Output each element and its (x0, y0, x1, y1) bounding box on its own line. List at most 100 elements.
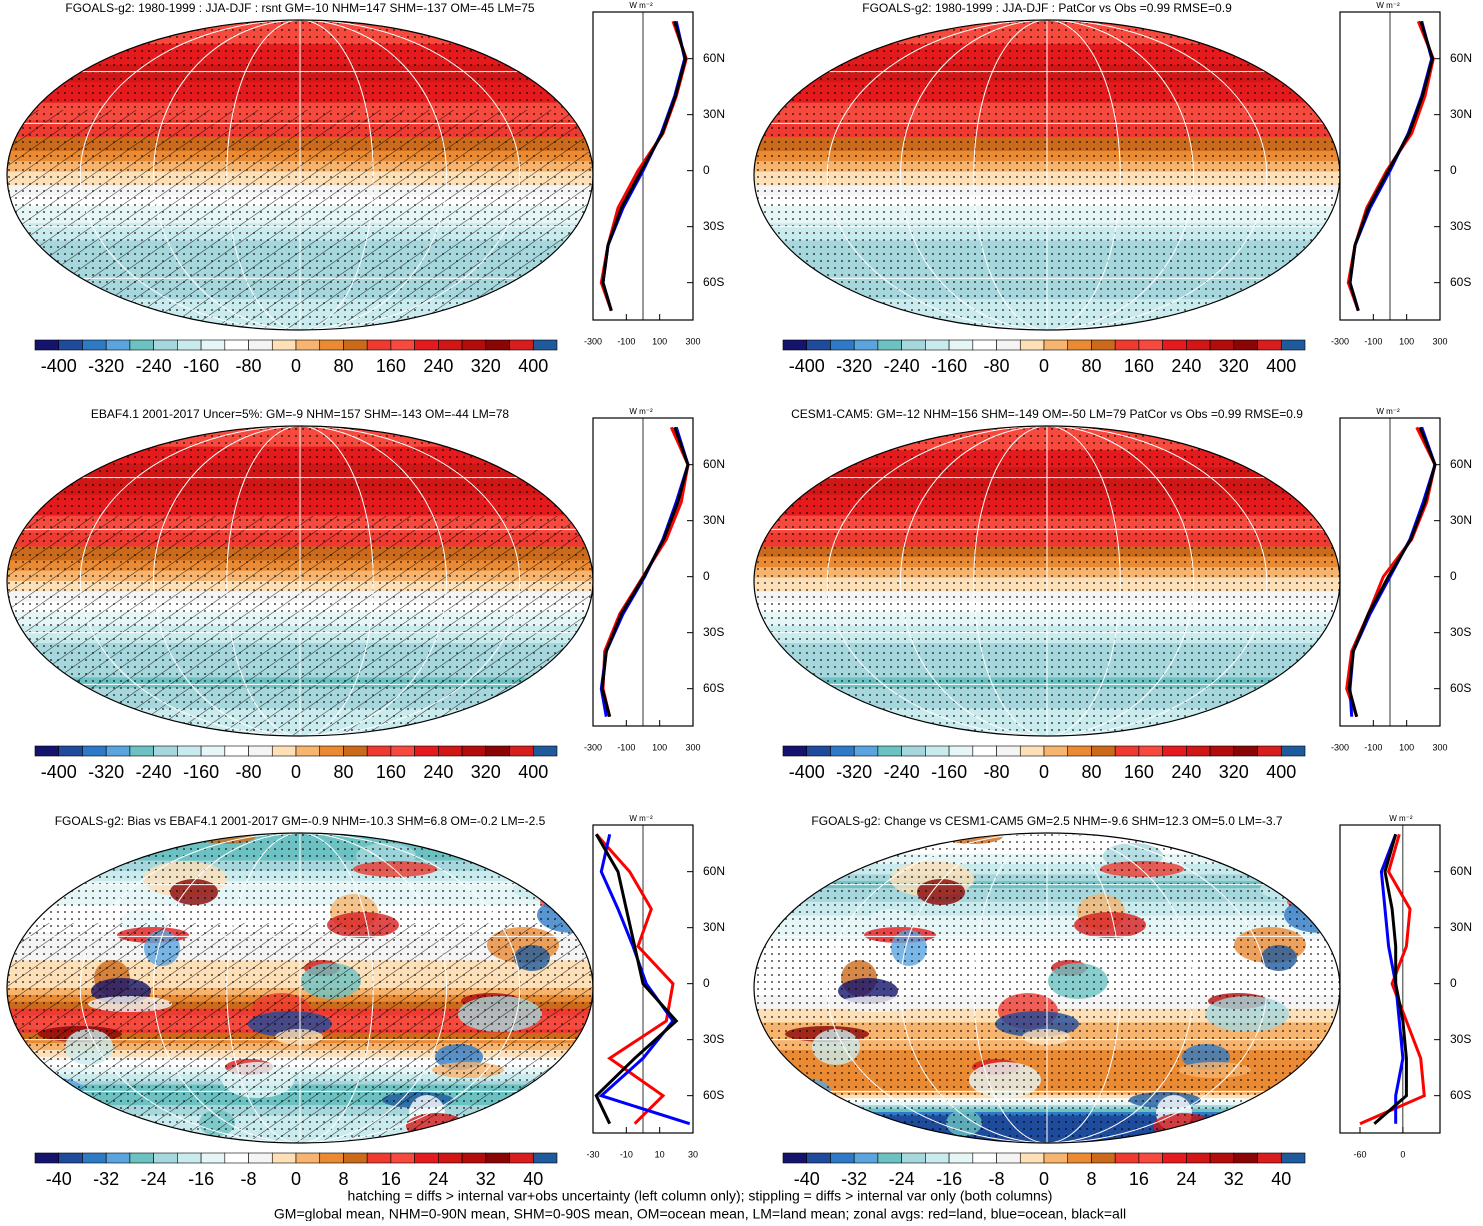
colorbar-box (82, 745, 107, 757)
x-tick-label: -30 (586, 1149, 599, 1159)
units-label: W m⁻² (1376, 1, 1400, 10)
y-tick-label: 30S (1450, 1032, 1471, 1046)
colorbar-label: -80 (984, 356, 1010, 376)
meridian (226, 833, 374, 1143)
x-tick-label: -100 (1364, 742, 1382, 752)
colorbar-box (177, 1152, 202, 1164)
map (7, 426, 593, 736)
colorbar-label: 16 (1129, 1169, 1149, 1189)
colorbar-label: 80 (1081, 762, 1101, 782)
colorbar-label: 0 (291, 762, 301, 782)
colorbar-box (343, 745, 368, 757)
colorbar-box (877, 745, 902, 757)
y-tick-label: 30S (703, 219, 724, 233)
colorbar-box (271, 339, 297, 351)
y-tick-label: 60S (1450, 1088, 1471, 1102)
meridian (153, 833, 447, 1143)
y-tick-label: 60N (1450, 457, 1472, 471)
colorbar-box (485, 745, 510, 757)
x-tick-label: 300 (1432, 336, 1447, 346)
colorbar-box (1280, 745, 1306, 757)
colorbar-label: -32 (841, 1169, 867, 1189)
x-tick-label: 10 (655, 1149, 665, 1159)
zonal-line (1347, 426, 1437, 718)
x-tick-label: -300 (1331, 742, 1349, 752)
colorbar-box (901, 745, 926, 757)
colorbar-box (153, 339, 178, 351)
colorbar-label: 400 (1266, 762, 1296, 782)
meridian (900, 426, 1194, 736)
meridian (226, 426, 374, 736)
map (754, 426, 1340, 736)
map-anomaly (754, 833, 793, 864)
colorbar-box (1280, 1152, 1306, 1164)
colorbar-box (390, 339, 415, 351)
colorbar-box (1162, 339, 1187, 351)
colorbar-label: -320 (88, 356, 124, 376)
colorbar-box (366, 1152, 392, 1164)
colorbar-box (271, 1152, 297, 1164)
colorbar-box (343, 339, 368, 351)
meridian (153, 426, 447, 736)
meridian (826, 833, 1268, 1143)
colorbar-box (1019, 339, 1045, 351)
colorbar-box (1209, 339, 1235, 351)
y-tick-label: 0 (1450, 569, 1457, 583)
colorbar-box (177, 339, 202, 351)
y-tick-label: 0 (1450, 163, 1457, 177)
colorbar-box (295, 339, 321, 351)
colorbar-label: 160 (376, 356, 406, 376)
colorbar-label: 320 (1219, 356, 1249, 376)
map-anomaly (7, 833, 46, 864)
colorbar-box (129, 1152, 154, 1164)
colorbar-box (853, 745, 879, 757)
colorbar-label: -8 (241, 1169, 257, 1189)
colorbar-box (248, 339, 273, 351)
colorbar-label: -32 (93, 1169, 119, 1189)
colorbar-box (1138, 745, 1163, 757)
colorbar-box (972, 745, 997, 757)
colorbar-label: 240 (1171, 356, 1201, 376)
colorbar-box (82, 339, 107, 351)
colorbar-label: -400 (789, 762, 825, 782)
colorbar-box (782, 1152, 808, 1164)
colorbar-box (58, 1152, 83, 1164)
colorbar-box (319, 745, 344, 757)
colorbar-label: 400 (518, 762, 548, 782)
colorbar-label: 80 (333, 356, 353, 376)
x-tick-label: -100 (617, 336, 635, 346)
colorbar-label: -320 (88, 762, 124, 782)
colorbar-box (105, 339, 131, 351)
colorbar-box (532, 339, 558, 351)
y-tick-label: 30N (703, 107, 725, 121)
units-label: W m⁻² (629, 814, 653, 823)
x-tick-label: -300 (584, 336, 602, 346)
zonal-line (595, 833, 675, 1125)
colorbar-box (948, 1152, 974, 1164)
colorbar-box (343, 1152, 368, 1164)
colorbar-label: -160 (931, 762, 967, 782)
colorbar-label: -80 (236, 356, 262, 376)
meridian (226, 20, 374, 330)
colorbar-box (438, 339, 463, 351)
colorbar-box (782, 339, 808, 351)
colorbar-label: 80 (333, 762, 353, 782)
x-tick-label: -60 (1353, 1149, 1366, 1159)
y-tick-label: 60N (703, 864, 725, 878)
map (7, 833, 593, 1143)
colorbar-box (438, 745, 463, 757)
colorbar-box (806, 745, 831, 757)
colorbar-box (853, 1152, 879, 1164)
colorbar-box (1091, 339, 1116, 351)
colorbar-box (153, 745, 178, 757)
footer-note: GM=global mean, NHM=0-90N mean, SHM=0-90… (274, 1206, 1126, 1221)
colorbar-box (105, 1152, 131, 1164)
colorbar-box (129, 745, 154, 757)
colorbar-box (1019, 1152, 1045, 1164)
colorbar-box (177, 745, 202, 757)
colorbar-box (438, 1152, 463, 1164)
colorbar-box (782, 745, 808, 757)
colorbar-box (1114, 339, 1140, 351)
colorbar-box (532, 1152, 558, 1164)
